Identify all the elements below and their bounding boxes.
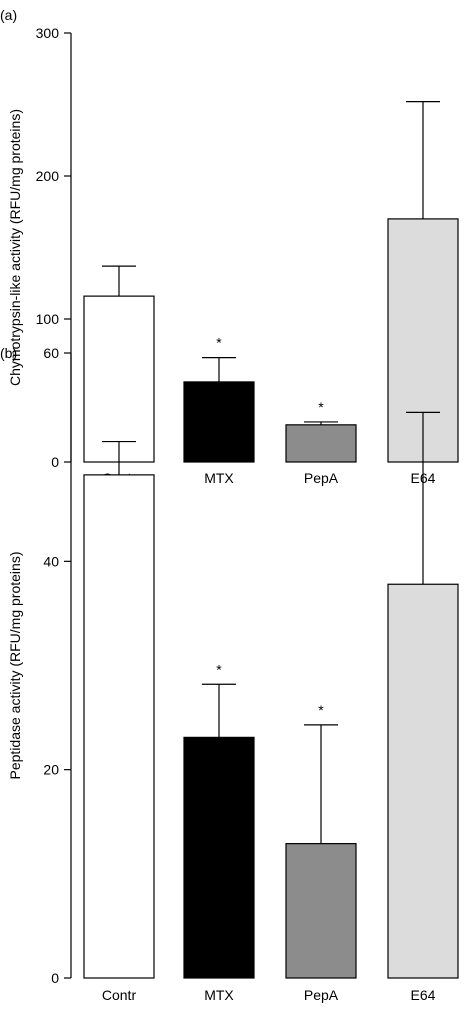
panel-b-y-axis-title: Peptidase activity (RFU/mg proteins) bbox=[7, 552, 23, 780]
panel-a-category-label-pepa: PepA bbox=[304, 470, 339, 486]
panel-a-significance-pepa: * bbox=[318, 399, 324, 415]
panel-b-bar-mtx bbox=[183, 736, 255, 979]
panel-a-label: (a) bbox=[0, 7, 17, 23]
panel-b-bar-contr bbox=[83, 474, 155, 979]
panel-a: (a) 0 100 200 300 Chymotrypsin-like activity … bbox=[0, 7, 459, 486]
panel-a-bar-mtx bbox=[183, 381, 255, 463]
panel-b-category-label-e64: E64 bbox=[411, 987, 436, 1003]
panel-b-y-tick-label: 0 bbox=[51, 970, 59, 986]
panel-b-significance-mtx: * bbox=[216, 661, 222, 677]
panel-b-significance-pepa: * bbox=[318, 702, 324, 718]
panel-b-bar-pepa bbox=[285, 843, 357, 979]
panel-a-y-tick-label: 0 bbox=[51, 454, 59, 470]
panel-b-y-tick-label: 60 bbox=[43, 345, 59, 361]
panel-a-y-axis-title: Chymotrypsin-like activity (RFU/mg prote… bbox=[7, 109, 23, 386]
panel-b-label: (b) bbox=[0, 345, 17, 361]
panel-b-y-tick-label: 20 bbox=[43, 762, 59, 778]
panel-b-bar-e64 bbox=[387, 583, 459, 979]
panel-b-category-label-contr: Contr bbox=[102, 987, 137, 1003]
panel-a-y-tick-label: 300 bbox=[36, 25, 60, 41]
panel-b: (b) 0 20 40 60 Peptidase activity (RFU/mg pro… bbox=[0, 345, 459, 1003]
panel-a-significance-mtx: * bbox=[216, 335, 222, 351]
panel-a-y-tick-label: 100 bbox=[36, 311, 60, 327]
panel-b-category-label-pepa: PepA bbox=[304, 987, 339, 1003]
panel-b-y-tick-label: 40 bbox=[43, 553, 59, 569]
panel-a-category-label-mtx: MTX bbox=[204, 470, 234, 486]
panel-b-category-label-mtx: MTX bbox=[204, 987, 234, 1003]
panel-a-bar-pepa bbox=[285, 424, 357, 463]
panel-a-bar-contr bbox=[83, 295, 155, 463]
panel-a-y-tick-label: 200 bbox=[36, 168, 60, 184]
